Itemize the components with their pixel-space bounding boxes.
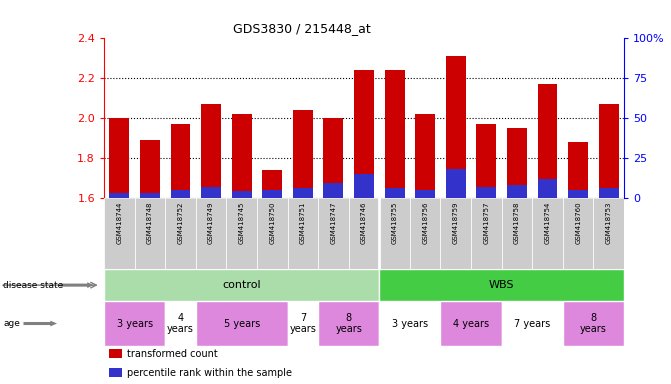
Bar: [568, 142, 588, 198]
Bar: [323, 118, 344, 198]
Bar: [288, 198, 318, 269]
Bar: [226, 198, 257, 269]
Bar: [170, 190, 191, 198]
Bar: [349, 198, 379, 269]
Text: 8
years: 8 years: [580, 313, 607, 334]
Bar: [599, 188, 619, 198]
Text: GSM418749: GSM418749: [208, 201, 214, 244]
Bar: [109, 193, 130, 198]
Text: 8
years: 8 years: [336, 313, 362, 334]
Bar: [502, 198, 532, 269]
Bar: [318, 301, 379, 346]
Bar: [140, 193, 160, 198]
Bar: [354, 70, 374, 198]
Bar: [231, 114, 252, 198]
Bar: [109, 368, 122, 377]
Bar: [196, 301, 288, 346]
Text: GSM418757: GSM418757: [483, 201, 489, 244]
Bar: [288, 301, 318, 346]
Text: GSM418748: GSM418748: [147, 201, 153, 244]
Bar: [196, 198, 226, 269]
Bar: [415, 190, 435, 198]
Bar: [318, 198, 349, 269]
Bar: [293, 110, 313, 198]
Bar: [293, 188, 313, 198]
Text: 5 years: 5 years: [223, 318, 260, 329]
Bar: [568, 190, 588, 198]
Bar: [257, 198, 288, 269]
Bar: [165, 301, 196, 346]
Text: percentile rank within the sample: percentile rank within the sample: [127, 367, 293, 377]
Text: disease state: disease state: [3, 281, 64, 290]
Bar: [446, 169, 466, 198]
Bar: [471, 198, 502, 269]
Bar: [379, 301, 440, 346]
Bar: [563, 301, 624, 346]
Text: 7 years: 7 years: [514, 318, 550, 329]
Text: GSM418751: GSM418751: [300, 201, 306, 244]
Bar: [440, 301, 502, 346]
Bar: [379, 269, 624, 301]
Bar: [104, 301, 165, 346]
Text: 7
years: 7 years: [289, 313, 316, 334]
Text: 4 years: 4 years: [453, 318, 489, 329]
Bar: [262, 170, 282, 198]
Bar: [109, 349, 122, 358]
Text: GSM418744: GSM418744: [116, 201, 122, 244]
Bar: [231, 191, 252, 198]
Bar: [593, 198, 624, 269]
Text: control: control: [222, 280, 261, 290]
Text: GSM418747: GSM418747: [330, 201, 336, 244]
Bar: [135, 198, 165, 269]
Bar: [384, 188, 405, 198]
Bar: [502, 301, 563, 346]
Bar: [446, 56, 466, 198]
Text: 3 years: 3 years: [392, 318, 428, 329]
Text: GSM418746: GSM418746: [361, 201, 367, 244]
Bar: [109, 118, 130, 198]
Text: 4
years: 4 years: [167, 313, 194, 334]
Bar: [323, 184, 344, 198]
Bar: [507, 185, 527, 198]
Bar: [201, 187, 221, 198]
Text: GSM418754: GSM418754: [545, 201, 551, 244]
Bar: [201, 104, 221, 198]
Bar: [476, 124, 497, 198]
Bar: [379, 198, 410, 269]
Text: age: age: [3, 319, 20, 328]
Bar: [537, 179, 558, 198]
Bar: [537, 84, 558, 198]
Text: 3 years: 3 years: [117, 318, 153, 329]
Text: GSM418760: GSM418760: [575, 201, 581, 244]
Text: GDS3830 / 215448_at: GDS3830 / 215448_at: [233, 22, 370, 35]
Text: GSM418745: GSM418745: [239, 201, 245, 244]
Bar: [599, 104, 619, 198]
Text: WBS: WBS: [489, 280, 515, 290]
Text: GSM418750: GSM418750: [269, 201, 275, 244]
Bar: [563, 198, 593, 269]
Bar: [532, 198, 563, 269]
Bar: [507, 128, 527, 198]
Bar: [410, 198, 440, 269]
Text: transformed count: transformed count: [127, 349, 218, 359]
Bar: [476, 187, 497, 198]
Bar: [440, 198, 471, 269]
Bar: [354, 174, 374, 198]
Text: GSM418753: GSM418753: [606, 201, 612, 244]
Bar: [104, 269, 379, 301]
Bar: [170, 124, 191, 198]
Bar: [165, 198, 196, 269]
Bar: [415, 114, 435, 198]
Bar: [140, 140, 160, 198]
Bar: [104, 198, 135, 269]
Text: GSM418755: GSM418755: [392, 201, 398, 244]
Text: GSM418756: GSM418756: [422, 201, 428, 244]
Bar: [262, 190, 282, 198]
Text: GSM418758: GSM418758: [514, 201, 520, 244]
Text: GSM418752: GSM418752: [177, 201, 183, 244]
Text: GSM418759: GSM418759: [453, 201, 459, 244]
Bar: [384, 70, 405, 198]
